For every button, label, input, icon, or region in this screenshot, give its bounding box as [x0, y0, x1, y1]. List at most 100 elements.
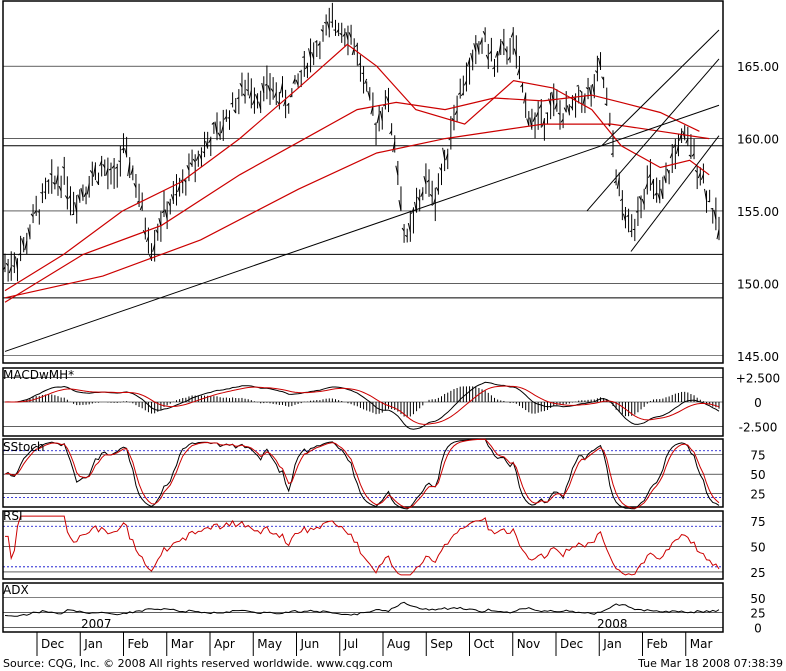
price-bar-open-tick	[379, 110, 383, 121]
price-bar-open-tick	[161, 210, 165, 214]
price-bar-open-tick	[716, 228, 720, 240]
price-bar-open-tick	[454, 110, 458, 115]
adx-line	[4, 601, 720, 617]
price-bar-open-tick	[40, 191, 43, 194]
price-bar-open-tick	[435, 187, 439, 192]
price-panel	[2, 2, 723, 352]
trendline-channel-mid	[586, 58, 720, 212]
price-bar-open-tick	[669, 152, 673, 159]
price-bar-open-tick	[242, 93, 246, 97]
price-bar-open-tick	[86, 183, 90, 195]
price-bar-open-tick	[233, 109, 237, 114]
price-bar-open-tick	[595, 70, 598, 74]
macd-tick-label: 0	[754, 396, 762, 410]
macd-frame	[2, 367, 724, 437]
price-bar-open-tick	[644, 183, 648, 190]
price-bar-open-tick	[205, 140, 209, 149]
price-bar-open-tick	[417, 196, 421, 202]
price-bar-open-tick	[27, 227, 31, 238]
macd-tick-label: +2.500	[736, 372, 780, 386]
price-bar-open-tick	[429, 193, 433, 198]
month-label: Mar	[690, 637, 713, 651]
price-bar-open-tick	[289, 95, 293, 98]
price-bar-open-tick	[68, 195, 71, 199]
price-bar-open-tick	[395, 165, 399, 176]
price-bar-open-tick	[124, 148, 128, 156]
price-bar-open-tick	[532, 116, 536, 122]
price-bar-open-tick	[102, 163, 106, 168]
time-axis: Dec Jan Feb Mar Apr May Jun Jul Aug Sep Oct Nov Dec J…	[3, 617, 723, 656]
moving-average-line-1	[4, 94, 700, 303]
month-label: Jul	[343, 637, 358, 651]
price-bar-open-tick	[142, 230, 146, 235]
price-bar-open-tick	[482, 30, 486, 36]
price-bar-open-tick	[302, 56, 305, 58]
price-bar-open-tick	[217, 132, 221, 137]
price-bar-open-tick	[283, 99, 287, 107]
month-label: Jun	[300, 637, 320, 651]
trendline-channel-upper	[601, 29, 720, 147]
price-bar-open-tick	[295, 79, 299, 86]
rsi-frame	[2, 510, 724, 580]
price-bar-open-tick	[317, 42, 321, 46]
rsi-tick-label: 25	[750, 566, 765, 580]
price-bar-open-tick	[61, 166, 65, 169]
price-bar-open-tick	[339, 32, 343, 36]
price-bar-open-tick	[230, 102, 233, 105]
price-bar-open-tick	[467, 58, 471, 67]
price-bar-open-tick	[49, 173, 53, 176]
price-bar-open-tick	[476, 43, 480, 53]
price-bar-open-tick	[33, 210, 37, 214]
price-bar-open-tick	[202, 151, 205, 154]
price-bar-open-tick	[463, 80, 467, 86]
indicator-panels	[4, 381, 720, 617]
price-bar-open-tick	[570, 105, 573, 110]
rsi-line	[5, 515, 720, 576]
price-bar-open-tick	[604, 103, 608, 106]
price-bar-open-tick	[691, 153, 695, 157]
price-bar-open-tick	[308, 48, 312, 59]
price-bar-open-tick	[177, 185, 181, 193]
year-label: 2008	[597, 617, 628, 631]
price-bar-open-tick	[251, 99, 255, 105]
price-bar-open-tick	[660, 188, 664, 199]
price-bar-open-tick	[407, 223, 411, 232]
price-bar-open-tick	[245, 89, 249, 92]
price-bar-open-tick	[5, 262, 9, 267]
rsi-tick-label: 50	[750, 541, 765, 555]
month-label: Sep	[430, 637, 453, 651]
price-bar-open-tick	[326, 21, 330, 30]
price-bar-open-tick	[675, 145, 679, 154]
price-bar-open-tick	[186, 164, 190, 171]
price-bar-open-tick	[12, 265, 15, 268]
price-bar-open-tick	[576, 84, 579, 87]
price-bar-open-tick	[613, 180, 617, 184]
price-bar-open-tick	[479, 38, 483, 45]
price-bar-open-tick	[538, 104, 542, 109]
price-bar-open-tick	[74, 202, 78, 213]
month-label: Dec	[560, 637, 583, 651]
price-bar-open-tick	[99, 160, 103, 167]
price-bar-open-tick	[223, 116, 227, 120]
trendline-long-uptrend	[4, 104, 720, 352]
price-bar-open-tick	[626, 214, 629, 218]
price-bar-open-tick	[560, 118, 564, 123]
price-bar-open-tick	[641, 198, 645, 205]
month-label: Jan	[602, 637, 622, 651]
adx-tick-label: 0	[754, 621, 762, 635]
price-bar-open-tick	[52, 182, 56, 185]
macd-signal-line	[5, 385, 720, 425]
price-bar-open-tick	[145, 236, 149, 243]
price-bar-open-tick	[286, 103, 290, 107]
price-bar-open-tick	[510, 31, 514, 38]
price-bar-open-tick	[21, 238, 25, 247]
price-bar-open-tick	[688, 154, 692, 158]
price-bar-open-tick	[55, 174, 59, 185]
price-bar-open-tick	[336, 29, 340, 33]
price-bar-open-tick	[311, 52, 315, 59]
price-bar-open-tick	[704, 188, 708, 201]
price-bar-open-tick	[139, 205, 143, 211]
moving-average-line-3	[4, 123, 710, 299]
price-tick-label: 155.00	[737, 205, 779, 219]
